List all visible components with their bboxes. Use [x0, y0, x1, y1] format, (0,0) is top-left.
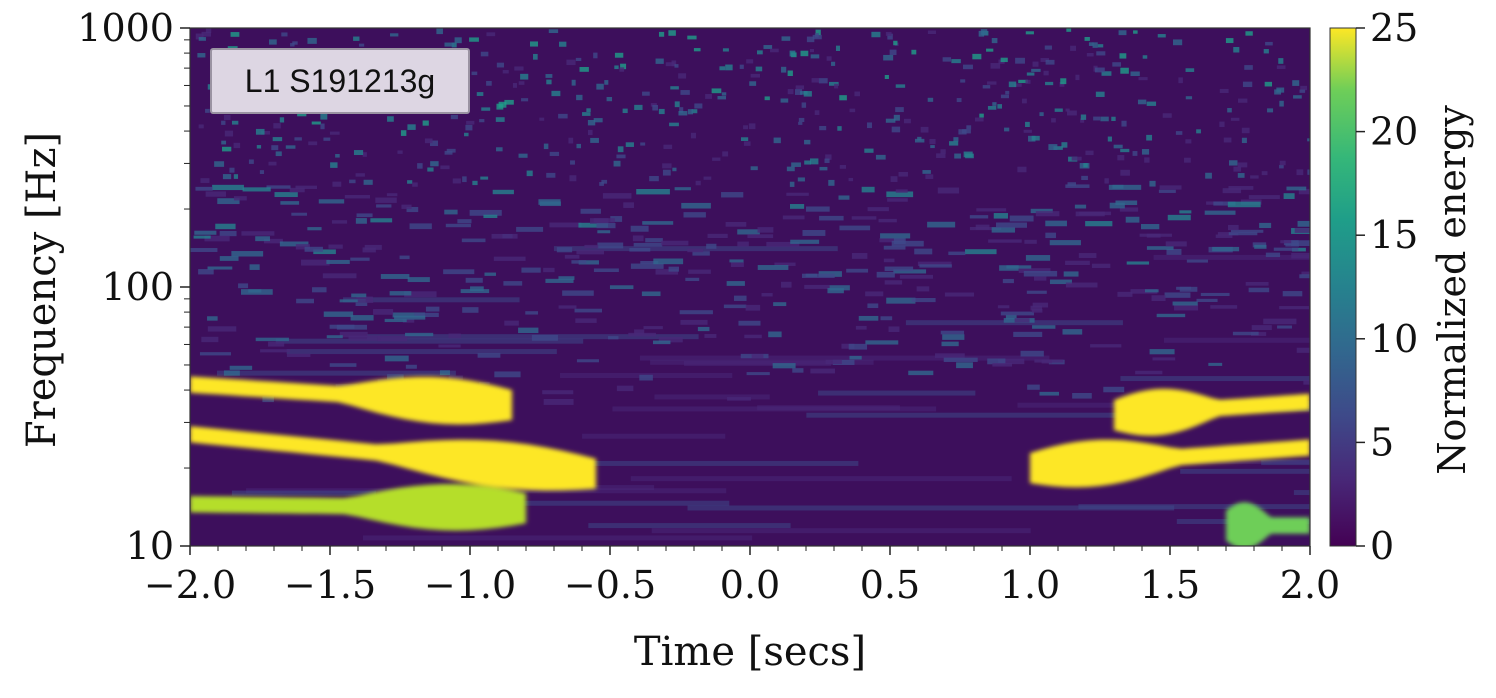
- colorbar-tick-label: 10: [1370, 317, 1418, 361]
- chirp-track-0: [190, 376, 512, 425]
- x-tick-label: 0.0: [720, 563, 780, 607]
- x-tick-label: −0.5: [564, 563, 656, 607]
- x-tick-label: 2.0: [1280, 563, 1340, 607]
- heatmap-tracks: [190, 376, 1310, 546]
- colorbar-tick-label: 0: [1370, 524, 1394, 568]
- colorbar-tick-label: 15: [1370, 213, 1418, 257]
- chirp-track-2: [190, 484, 526, 531]
- colorbar: 0 5 10 15 20 25 Normalized energy: [1329, 6, 1474, 568]
- colorbar-tick-label: 25: [1370, 6, 1418, 50]
- colorbar-ticks: 0 5 10 15 20 25: [1356, 6, 1418, 568]
- x-tick-label: 1.5: [1140, 563, 1200, 607]
- colorbar-label: Normalized energy: [1430, 105, 1474, 475]
- x-tick-label: −2.0: [144, 563, 236, 607]
- x-tick-label: 1.0: [1000, 563, 1060, 607]
- annotation-badge: L1 S191213g: [210, 48, 470, 114]
- colorbar-tick-label: 5: [1370, 420, 1394, 464]
- y-tick-label: 10: [126, 524, 174, 568]
- y-tick-label: 1000: [77, 6, 174, 50]
- y-axis-label: Frequency [Hz]: [19, 132, 65, 448]
- chirp-track-1: [190, 426, 596, 491]
- y-axis: 10 100 1000: [77, 6, 190, 568]
- x-tick-label: −1.0: [424, 563, 516, 607]
- x-axis-label: Time [secs]: [634, 629, 866, 675]
- y-tick-label: 100: [101, 265, 174, 309]
- x-axis: −2.0 −1.5 −1.0 −0.5 0.0 0.5 1.0 1.5 2.0: [144, 546, 1340, 607]
- colorbar-tick-label: 20: [1370, 110, 1418, 154]
- x-tick-label: 0.5: [860, 563, 920, 607]
- chirp-track-3: [1030, 439, 1310, 488]
- heatmap: [189, 27, 1311, 547]
- chirp-track-5: [1226, 502, 1310, 546]
- colorbar-gradient: [1329, 27, 1357, 547]
- chirp-track-4: [1114, 388, 1310, 436]
- x-tick-label: −1.5: [284, 563, 376, 607]
